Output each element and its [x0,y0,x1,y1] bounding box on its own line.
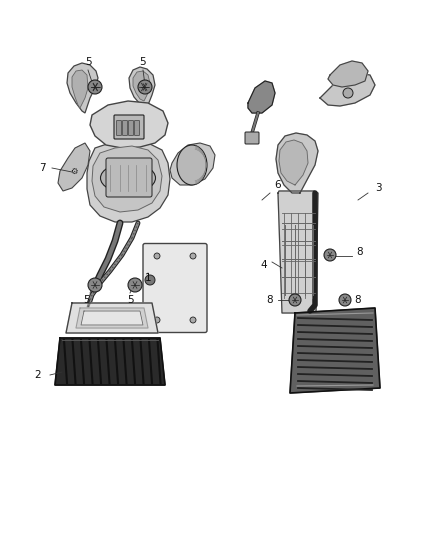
Ellipse shape [177,145,207,185]
Circle shape [343,88,353,98]
Circle shape [289,294,301,306]
Text: 5: 5 [83,295,89,305]
Polygon shape [66,303,158,333]
Text: 6: 6 [275,180,281,190]
Text: 8: 8 [267,295,273,305]
FancyBboxPatch shape [128,120,134,135]
Polygon shape [320,73,375,106]
Text: 8: 8 [357,247,363,257]
Text: 5: 5 [127,295,133,305]
FancyBboxPatch shape [245,132,259,144]
FancyBboxPatch shape [123,120,127,135]
Polygon shape [76,308,148,328]
Circle shape [324,249,336,261]
Polygon shape [72,70,88,108]
Circle shape [88,80,102,94]
FancyBboxPatch shape [106,158,152,197]
Polygon shape [87,140,170,222]
Text: ⚙: ⚙ [70,166,78,175]
Ellipse shape [100,163,155,193]
Text: 1: 1 [145,273,151,283]
Circle shape [154,253,160,259]
Text: 5: 5 [140,57,146,67]
Polygon shape [81,311,143,325]
FancyBboxPatch shape [134,120,139,135]
FancyBboxPatch shape [81,311,102,327]
Circle shape [154,317,160,323]
Polygon shape [90,101,168,148]
Polygon shape [129,67,155,106]
FancyBboxPatch shape [117,120,121,135]
Polygon shape [290,308,380,393]
Circle shape [190,317,196,323]
Circle shape [190,253,196,259]
FancyBboxPatch shape [114,115,144,139]
Text: 8: 8 [355,295,361,305]
Circle shape [138,80,152,94]
Text: 3: 3 [374,183,381,193]
Polygon shape [328,61,368,87]
Circle shape [145,275,155,285]
Text: 4: 4 [261,260,267,270]
Polygon shape [55,338,165,385]
Circle shape [88,278,102,292]
Text: 5: 5 [85,57,91,67]
Polygon shape [248,81,275,113]
Text: 2: 2 [35,370,41,380]
FancyBboxPatch shape [143,244,207,333]
Circle shape [128,278,142,292]
Polygon shape [133,71,150,101]
Polygon shape [67,63,98,113]
Polygon shape [278,191,318,313]
Polygon shape [170,143,215,185]
Polygon shape [276,133,318,193]
Polygon shape [58,143,90,191]
Text: 7: 7 [39,163,45,173]
Circle shape [339,294,351,306]
Polygon shape [279,140,308,185]
Polygon shape [92,146,162,212]
